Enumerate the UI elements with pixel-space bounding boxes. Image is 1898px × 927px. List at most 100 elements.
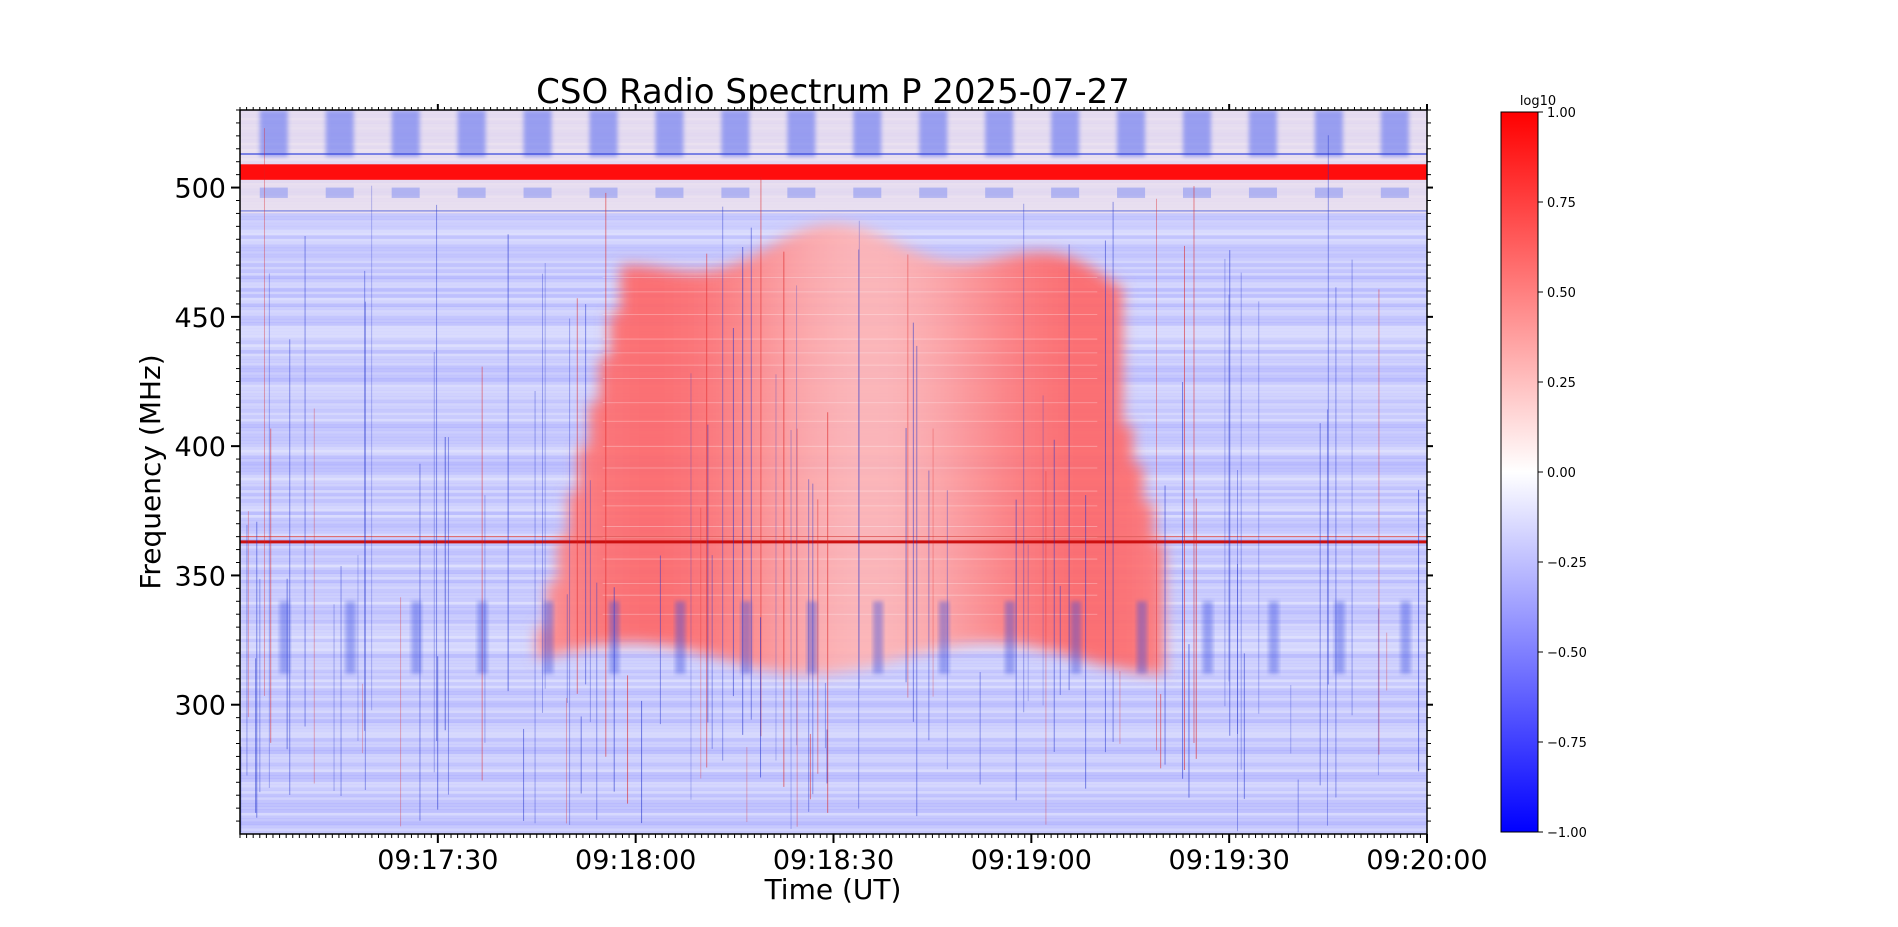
top-periodic-features <box>240 110 1427 212</box>
x-tick-label: 09:20:00 <box>1366 845 1487 876</box>
background-stripe <box>240 675 1427 680</box>
colorbar-gradient <box>1500 111 1539 833</box>
background-stripe <box>240 703 1427 708</box>
burst-column <box>588 402 601 646</box>
background-stripe <box>240 744 1427 748</box>
periodic-blob-lower <box>721 187 750 198</box>
background-stripe <box>240 716 1427 720</box>
background-stripe <box>240 678 1427 683</box>
background-stripe <box>240 824 1427 829</box>
periodic-lower-blob <box>279 601 290 674</box>
burst-column <box>787 234 799 673</box>
background-stripe <box>240 712 1427 717</box>
background-stripe <box>240 685 1427 689</box>
burst-column <box>1027 252 1039 647</box>
background-stripe <box>240 697 1427 702</box>
periodic-blob-lower <box>985 187 1014 198</box>
periodic-blob <box>1248 110 1277 157</box>
plot-area <box>240 110 1427 834</box>
burst-column <box>996 257 1008 644</box>
background-stripe <box>240 737 1427 742</box>
periodic-lower-blob <box>807 601 818 674</box>
background-stripe <box>240 768 1427 773</box>
burst-column <box>1079 264 1092 660</box>
burst-column <box>891 243 904 659</box>
colorbar-label: log10 <box>1520 94 1556 109</box>
burst-column <box>756 251 768 669</box>
burst-column <box>933 259 945 649</box>
burst-column <box>923 257 935 651</box>
periodic-lower-blob <box>543 601 554 674</box>
background-stripe <box>240 771 1427 776</box>
burst-column <box>797 230 810 674</box>
periodic-blob-lower <box>589 187 618 198</box>
burst-column <box>860 230 872 667</box>
background-stripe <box>240 765 1427 770</box>
background-stripe <box>240 759 1427 764</box>
colorbar-tick-label: 0.50 <box>1547 286 1576 301</box>
background-stripe <box>240 216 1427 221</box>
burst-column <box>943 261 956 647</box>
burst-column <box>766 245 778 671</box>
colorbar: log10 1.00 0.75 0.50 0.25 0.00 −0.25 −0.50 −0.7… <box>1500 94 1587 841</box>
burst-column <box>620 265 632 643</box>
burst-column <box>1058 256 1071 655</box>
burst-column <box>682 272 695 650</box>
background-stripe <box>240 700 1427 705</box>
periodic-lower-blob <box>1268 601 1279 674</box>
periodic-blob-lower <box>1051 187 1080 198</box>
burst-column <box>985 259 998 643</box>
background-stripe <box>240 740 1427 745</box>
burst-column <box>536 627 549 659</box>
background-stripe <box>240 812 1427 816</box>
background-stripe <box>240 796 1427 801</box>
colorbar-tick-label: 0.25 <box>1547 376 1576 391</box>
colorbar-tick-label: 0.75 <box>1547 196 1576 211</box>
burst-column <box>829 224 841 673</box>
burst-column <box>975 261 987 643</box>
periodic-blob <box>325 110 354 157</box>
burst-column <box>808 226 820 674</box>
periodic-blob-lower <box>655 187 684 198</box>
periodic-lower-blob <box>477 601 488 674</box>
periodic-lower-blob <box>675 601 686 674</box>
periodic-lower-blob <box>1136 601 1147 674</box>
colorbar-tick-label: −0.75 <box>1547 736 1587 751</box>
periodic-blob <box>853 110 882 157</box>
colorbar-tick-label: 0.00 <box>1547 466 1576 481</box>
x-tick-label: 09:19:30 <box>1169 845 1290 876</box>
x-tick-label: 09:19:00 <box>971 845 1092 876</box>
periodic-blob-lower <box>523 187 552 198</box>
burst-column <box>849 226 862 670</box>
burst-column <box>662 269 674 646</box>
background-stripe <box>240 694 1427 698</box>
periodic-blob-lower <box>259 187 288 198</box>
burst-column <box>1111 285 1123 668</box>
burst-column <box>703 271 716 655</box>
background-stripe <box>240 799 1427 804</box>
background-stripe <box>240 806 1427 810</box>
burst-column <box>672 271 684 648</box>
periodic-lower-blob <box>1070 601 1081 674</box>
upper-band-region <box>240 110 1427 214</box>
x-tick-label: 09:18:00 <box>575 845 696 876</box>
burst-region <box>536 224 1165 674</box>
background-stripe <box>240 787 1427 792</box>
periodic-blob <box>721 110 750 157</box>
burst-column <box>609 312 622 644</box>
colorbar-tick-label: −0.50 <box>1547 646 1587 661</box>
background-stripe <box>240 734 1427 739</box>
background-stripe <box>240 731 1427 736</box>
burst-column <box>1069 259 1081 658</box>
background-stripe <box>240 719 1427 723</box>
periodic-blob <box>523 110 552 157</box>
x-tick-label: 09:18:30 <box>773 845 894 876</box>
periodic-blob-lower <box>325 187 354 198</box>
burst-column <box>714 269 726 658</box>
background-stripe <box>240 775 1427 779</box>
periodic-blob <box>259 110 288 157</box>
burst-column <box>578 447 590 648</box>
burst-column <box>1090 270 1102 663</box>
periodic-blob-lower <box>391 187 420 198</box>
background-stripe <box>240 778 1427 782</box>
